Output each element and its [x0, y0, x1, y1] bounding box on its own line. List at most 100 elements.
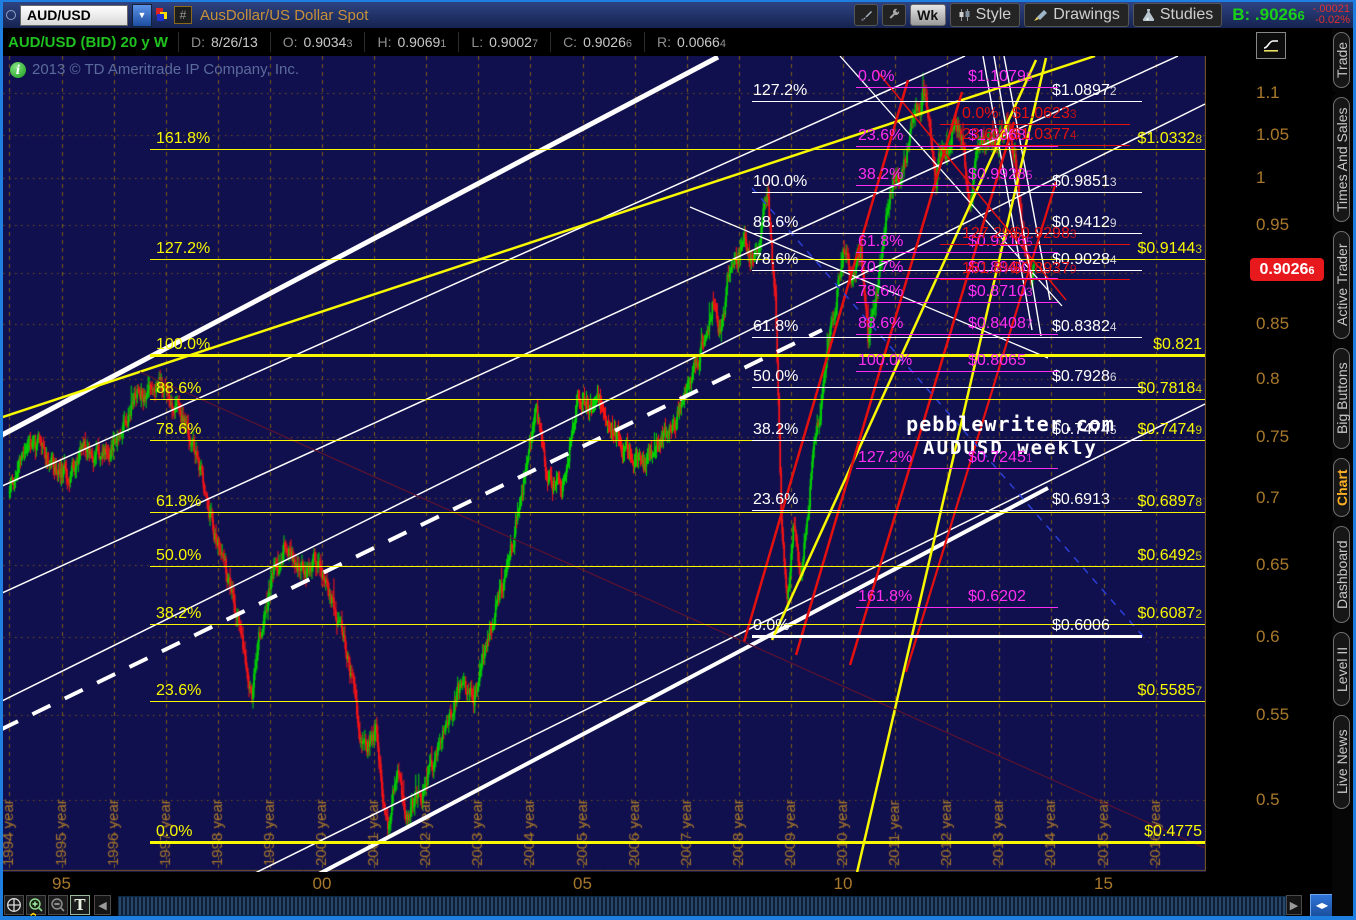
- fib-line-white[interactable]: [752, 336, 1142, 338]
- studies-button[interactable]: Studies: [1132, 3, 1223, 27]
- x-axis-label: 00: [312, 874, 332, 893]
- fib-pct-label: 61.8%: [156, 492, 202, 510]
- sidebar-tab-chart[interactable]: Chart: [1333, 458, 1350, 517]
- fib-price-label: $0.6202: [968, 588, 1026, 605]
- fib-line-white[interactable]: [752, 386, 1142, 388]
- sidebar-collapse-arrow[interactable]: [1330, 514, 1336, 524]
- fib-price-label: $1.03328: [1137, 130, 1202, 148]
- window-border-right: [1353, 0, 1356, 920]
- zoom-out-button[interactable]: [48, 895, 68, 915]
- fib-pct-label: 161.8%: [858, 588, 913, 605]
- fib-line-yellow[interactable]: [150, 399, 1205, 401]
- sidebar-tab-trade[interactable]: Trade: [1333, 32, 1350, 88]
- fib-price-label: $1.06233: [1012, 105, 1077, 123]
- fib-pct-label: 38.2%: [753, 420, 799, 438]
- right-sidebar: Trade Times And Sales Active Trader Big But…: [1330, 28, 1353, 916]
- fib-pct-label: 38.2%: [156, 604, 202, 622]
- fib-line-yellow[interactable]: [150, 623, 1205, 625]
- price-axis[interactable]: 1.1 1.05 1 0.95 0.85 0.8 0.75 0.7 0.65 0.6 0.55 0.5…: [1206, 56, 1332, 872]
- fib-line-red[interactable]: [940, 124, 1130, 126]
- fib-line-yellow[interactable]: [150, 840, 1205, 844]
- expand-panel-button[interactable]: ◀▶: [1310, 894, 1334, 917]
- bottom-toolbar: T ◀ ▶ ◀▶: [0, 894, 1353, 917]
- scroll-right-button[interactable]: ▶: [1286, 895, 1302, 915]
- fib-pct-label: 61.8%: [858, 232, 904, 250]
- symbol-input[interactable]: AUD/USD: [20, 4, 128, 26]
- fib-line-white[interactable]: [752, 509, 1142, 511]
- chart-scrollbar[interactable]: [118, 896, 1286, 916]
- fib-line-magenta[interactable]: [856, 371, 1058, 373]
- fib-line-magenta[interactable]: [856, 333, 1058, 335]
- pan-tool-button[interactable]: [4, 895, 24, 915]
- fib-pct-label: 88.6%: [858, 314, 904, 332]
- fib-pct-label: 0.0%: [156, 822, 193, 840]
- x-axis-label: 10: [833, 874, 853, 893]
- sidebar-tab-big-buttons[interactable]: Big Buttons: [1333, 348, 1350, 449]
- fib-pct-label: 50.0%: [753, 367, 799, 385]
- fib-line-magenta[interactable]: [856, 86, 1058, 88]
- fib-line-white[interactable]: [752, 270, 1142, 272]
- fib-line-magenta[interactable]: [856, 251, 1058, 253]
- link-color-icon[interactable]: [156, 8, 170, 22]
- fib-line-magenta[interactable]: [856, 467, 1058, 469]
- drawings-button[interactable]: Drawings: [1024, 3, 1129, 27]
- fib-line-white[interactable]: [752, 439, 1142, 441]
- fib-price-label: $1.03774: [1012, 126, 1077, 144]
- fib-line-yellow[interactable]: [150, 700, 1205, 702]
- style-button[interactable]: Style: [949, 3, 1021, 27]
- wrench-icon[interactable]: [881, 4, 906, 26]
- fib-price-label: $0.98513: [1052, 172, 1117, 190]
- fib-line-yellow[interactable]: [150, 565, 1205, 567]
- fib-pct-label: 78.6%: [753, 251, 799, 269]
- fib-price-label: $0.8065: [968, 352, 1026, 370]
- chart-dropper-icon[interactable]: [853, 4, 878, 26]
- fib-line-white[interactable]: [752, 232, 1142, 234]
- y-axis-label: 0.85: [1256, 314, 1290, 334]
- sidebar-collapse-arrow[interactable]: [1330, 88, 1336, 98]
- fib-pct-label: 161.8%: [156, 130, 211, 148]
- fib-pct-label: 78.6%: [156, 420, 202, 438]
- fib-pct-label: 23.6%: [962, 126, 1008, 144]
- fib-price-label: $0.64925: [1137, 546, 1202, 564]
- x-axis-label: 15: [1094, 874, 1113, 893]
- fib-line-magenta[interactable]: [856, 302, 1058, 304]
- fib-line-white[interactable]: [752, 634, 1142, 638]
- window-border-top: [0, 0, 1356, 2]
- fib-line-magenta[interactable]: [856, 607, 1058, 608]
- fib-pct-label: 61.8%: [753, 317, 799, 335]
- last-price-badge: 0.90266: [1250, 258, 1324, 282]
- y-axis-label: 1.05: [1256, 124, 1290, 144]
- fib-line-white[interactable]: [752, 101, 1142, 103]
- fib-price-label: $0.72451: [968, 448, 1033, 466]
- fib-line-yellow[interactable]: [150, 511, 1205, 513]
- time-axis[interactable]: 95 00 05 10 15: [0, 872, 1332, 894]
- fib-line-red[interactable]: [940, 243, 1130, 245]
- fib-pct-label: 78.6%: [858, 283, 904, 301]
- y-axis-label: 0.6: [1256, 626, 1280, 646]
- fib-line-magenta[interactable]: [856, 184, 1058, 186]
- zoom-in-button[interactable]: [26, 895, 46, 915]
- sidebar-tab-active-trader[interactable]: Active Trader: [1333, 231, 1350, 339]
- fib-line-red[interactable]: [940, 145, 1130, 147]
- info-icon[interactable]: i: [10, 61, 26, 78]
- hash-button[interactable]: #: [174, 6, 192, 24]
- scroll-left-button[interactable]: ◀: [94, 895, 111, 915]
- fib-line-white[interactable]: [752, 191, 1142, 193]
- window-border-left: [0, 0, 3, 920]
- chart-style-curve-icon[interactable]: [1256, 32, 1286, 59]
- timeframe-button[interactable]: Wk: [909, 4, 946, 26]
- sidebar-tab-times-and-sales[interactable]: Times And Sales: [1333, 97, 1350, 222]
- y-axis-label: 1: [1256, 168, 1266, 188]
- symbol-dropdown-button[interactable]: ▼: [132, 3, 152, 27]
- fib-price-label: $0.60872: [1137, 604, 1202, 622]
- fib-line-yellow[interactable]: [150, 149, 1205, 151]
- fib-pct-label: 23.6%: [156, 681, 202, 699]
- fib-line-yellow[interactable]: [150, 354, 1205, 358]
- sidebar-tab-dashboard[interactable]: Dashboard: [1333, 526, 1350, 623]
- sidebar-tab-level-ii[interactable]: Level II: [1333, 632, 1350, 706]
- fib-price-label: $0.4775: [1144, 822, 1202, 840]
- text-tool-button[interactable]: T: [70, 895, 90, 915]
- sidebar-tab-live-news[interactable]: Live News: [1333, 715, 1350, 809]
- fib-line-red[interactable]: [940, 279, 1130, 281]
- title-bar: AUD/USD ▼ # AusDollar/US Dollar Spot Wk …: [0, 2, 1356, 28]
